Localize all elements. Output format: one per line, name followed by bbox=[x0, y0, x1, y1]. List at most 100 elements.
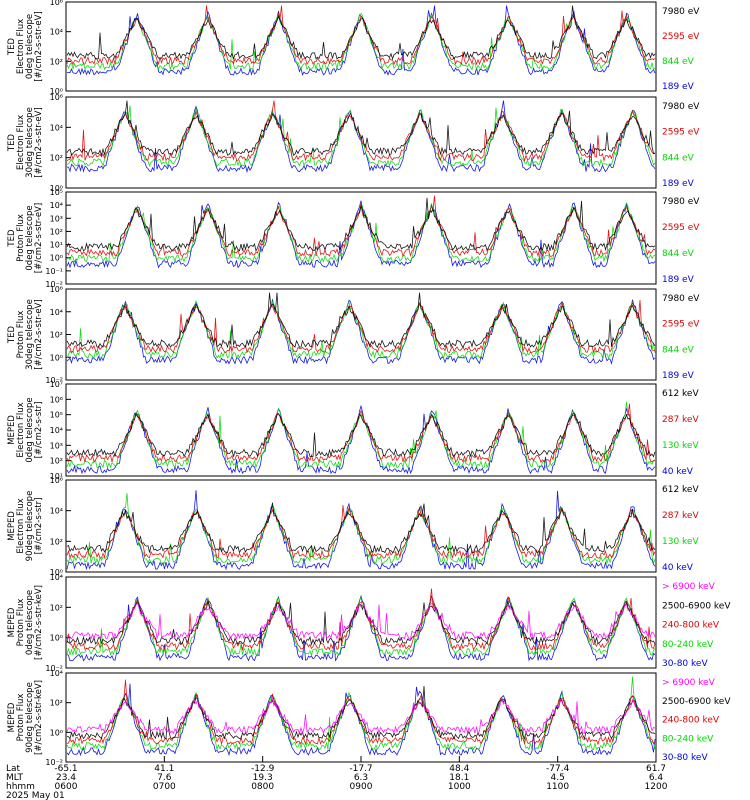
y-tick-label: 10¹ bbox=[50, 472, 63, 481]
flux-trace bbox=[66, 600, 656, 646]
hhmm-value: 1200 bbox=[645, 782, 668, 792]
y-tick-label: 10² bbox=[50, 603, 63, 612]
legend-label: 612 keV bbox=[662, 485, 699, 495]
flux-trace bbox=[66, 200, 656, 269]
y-tick-label: 10⁰ bbox=[50, 568, 63, 577]
legend-label: 30-80 keV bbox=[662, 659, 708, 669]
legend-label: 7980 eV bbox=[662, 294, 700, 304]
lat-value: 61.7 bbox=[646, 764, 666, 774]
y-tick-label: 10⁶ bbox=[50, 476, 63, 485]
y-tick-label: 10⁻² bbox=[45, 664, 63, 673]
legend-label: 7980 eV bbox=[662, 197, 700, 207]
y-tick-label: 10² bbox=[50, 227, 63, 236]
y-axis-label: 0deg telescope bbox=[25, 590, 35, 655]
mlt-value: 6.3 bbox=[354, 773, 368, 783]
y-tick-label: 10⁰ bbox=[50, 728, 63, 737]
legend-label: 2595 eV bbox=[662, 223, 700, 233]
legend-label: 240-800 keV bbox=[662, 621, 720, 631]
legend-label: 80-240 keV bbox=[662, 640, 714, 650]
y-tick-label: 10² bbox=[50, 457, 63, 466]
flux-trace bbox=[66, 403, 656, 464]
flux-trace bbox=[66, 505, 656, 560]
y-axis-label: Proton Flux bbox=[16, 214, 26, 262]
lat-value: 41.1 bbox=[154, 764, 174, 774]
y-axis-label: Proton Flux bbox=[16, 311, 26, 359]
hhmm-value: 0600 bbox=[55, 782, 78, 792]
panel-6: 10⁶ 10⁴ 10² 10⁰ MEPED Electron Flux 90deg tele… bbox=[7, 476, 699, 577]
legend-label: 844 eV bbox=[662, 153, 695, 163]
panel-2: 10⁶ 10⁴ 10² 10⁰ TED Electron Flux 30deg telesc… bbox=[7, 93, 700, 193]
y-axis-label: 90deg telescope bbox=[25, 491, 35, 562]
y-axis-label: MEPED bbox=[7, 511, 17, 541]
y-tick-label: 10⁴ bbox=[50, 201, 63, 210]
axis-row-label: Lat bbox=[6, 764, 21, 774]
plot-frame bbox=[65, 479, 657, 573]
y-axis-label: [#/cm2-s-str-eV] bbox=[34, 203, 44, 273]
legend-label: 240-800 keV bbox=[662, 716, 720, 726]
y-tick-label: 10⁰ bbox=[50, 634, 63, 643]
y-axis-label: Electron Flux bbox=[16, 19, 26, 74]
legend-label: 287 keV bbox=[662, 511, 699, 521]
flux-trace bbox=[66, 490, 656, 571]
y-axis-label: Proton Flux bbox=[16, 599, 26, 647]
flux-trace bbox=[66, 197, 656, 252]
y-tick-label: 10⁻² bbox=[45, 758, 63, 767]
legend-label: 189 eV bbox=[662, 371, 695, 381]
y-axis-label: 0deg telescope bbox=[25, 14, 35, 79]
panel-4: 10⁶ 10⁴ 10² 10⁰ 10⁻² TED Proton Flux 30deg tele… bbox=[7, 285, 700, 385]
flux-trace bbox=[66, 292, 656, 349]
y-tick-label: 10⁶ bbox=[50, 0, 63, 7]
mlt-value: 6.4 bbox=[649, 773, 664, 783]
flux-trace bbox=[66, 100, 656, 163]
y-tick-label: 10⁶ bbox=[50, 285, 63, 294]
y-tick-label: 10⁶ bbox=[50, 395, 63, 404]
y-axis-label: TED bbox=[7, 133, 17, 152]
y-axis-label: [#/cm2-s-str] bbox=[34, 402, 44, 459]
legend-label: 612 keV bbox=[662, 389, 699, 399]
y-tick-label: 10² bbox=[50, 699, 63, 708]
y-tick-label: 10⁻² bbox=[45, 280, 63, 289]
mlt-value: 18.1 bbox=[449, 773, 469, 783]
panel-7: 10⁴ 10² 10⁰ 10⁻² MEPED Proton Flux 0deg telesc… bbox=[7, 573, 731, 673]
y-tick-label: 10⁴ bbox=[50, 426, 63, 435]
flux-trace bbox=[66, 299, 656, 354]
y-axis-label: MEPED bbox=[7, 415, 17, 445]
y-axis-label: TED bbox=[7, 229, 17, 248]
y-tick-label: 10⁰ bbox=[50, 184, 63, 193]
y-axis-label: Electron Flux bbox=[16, 498, 26, 553]
y-axis-label: Electron Flux bbox=[16, 402, 26, 457]
axis-row-label: 2025 May 01 bbox=[6, 791, 65, 800]
y-axis-label: [#/cm2-s-str] bbox=[34, 498, 44, 555]
legend-label: 2500-6900 keV bbox=[662, 601, 731, 611]
y-tick-label: 10³ bbox=[50, 441, 63, 450]
flux-trace bbox=[66, 412, 656, 458]
y-axis-label: Proton Flux bbox=[16, 694, 26, 742]
y-tick-label: 10⁶ bbox=[50, 93, 63, 102]
legend-label: 2500-6900 keV bbox=[662, 697, 731, 707]
y-tick-label: 10⁻¹ bbox=[45, 267, 63, 276]
lat-value: -12.9 bbox=[251, 764, 275, 774]
y-tick-label: 10³ bbox=[50, 214, 63, 223]
panel-5: 10⁷ 10⁶ 10⁵ 10⁴ 10³ 10² 10¹ MEPED Electron Flux 0… bbox=[7, 380, 699, 481]
hhmm-value: 1100 bbox=[546, 782, 569, 792]
legend-label: 844 eV bbox=[662, 57, 695, 67]
y-tick-label: 10² bbox=[50, 154, 63, 163]
y-axis-label: [#/cm2-s-str-eV] bbox=[34, 11, 44, 81]
hhmm-value: 0700 bbox=[153, 782, 176, 792]
y-tick-label: 10² bbox=[50, 57, 63, 66]
y-tick-label: 10⁴ bbox=[50, 123, 63, 132]
flux-trace bbox=[66, 602, 656, 641]
mlt-value: 19.3 bbox=[253, 773, 273, 783]
flux-trace bbox=[66, 697, 656, 735]
plot-frame bbox=[65, 383, 657, 477]
plot-frame bbox=[65, 96, 657, 189]
y-tick-label: 10⁴ bbox=[50, 669, 63, 678]
legend-label: 40 keV bbox=[662, 467, 694, 477]
y-tick-label: 10¹ bbox=[50, 241, 63, 250]
y-axis-label: 0deg telescope bbox=[25, 397, 35, 462]
flux-trace bbox=[66, 5, 656, 61]
legend-label: 844 eV bbox=[662, 345, 695, 355]
flux-trace bbox=[66, 195, 656, 258]
